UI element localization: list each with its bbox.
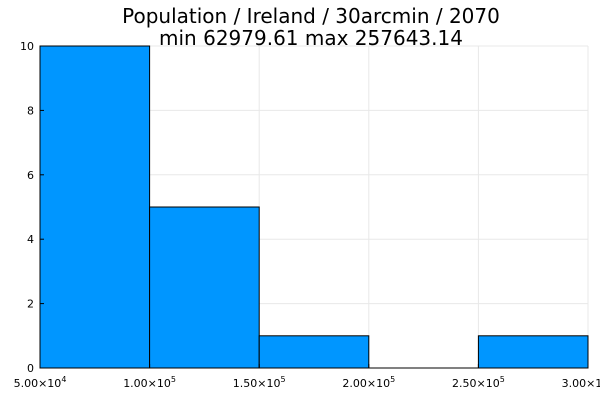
x-tick-label: 1.50×105 bbox=[233, 375, 286, 390]
y-tick-label: 10 bbox=[20, 40, 34, 53]
bars bbox=[39, 45, 589, 369]
x-tick-label: 3.00×105 bbox=[562, 375, 600, 390]
x-axis-ticks: 5.00×104 1.00×105 1.50×105 2.00×105 2.50×105… bbox=[14, 364, 600, 390]
y-tick-label: 8 bbox=[27, 104, 34, 117]
x-tick-label: 2.00×105 bbox=[342, 375, 395, 390]
x-tick-label: 1.00×105 bbox=[123, 375, 176, 390]
y-axis-ticks: 0 2 4 6 8 10 bbox=[20, 40, 44, 375]
histogram-bar bbox=[39, 45, 151, 369]
y-tick-label: 6 bbox=[27, 169, 34, 182]
histogram-bar bbox=[258, 335, 370, 369]
y-tick-label: 0 bbox=[27, 362, 34, 375]
y-tick-label: 4 bbox=[27, 233, 34, 246]
histogram-bar bbox=[477, 335, 589, 369]
y-tick-label: 2 bbox=[27, 298, 34, 311]
x-tick-label: 5.00×104 bbox=[14, 375, 67, 390]
x-tick-label: 2.50×105 bbox=[452, 375, 505, 390]
axes bbox=[39, 46, 588, 369]
histogram-bar bbox=[149, 206, 260, 369]
chart-title: Population / Ireland / 30arcmin / 2070 bbox=[122, 4, 500, 28]
